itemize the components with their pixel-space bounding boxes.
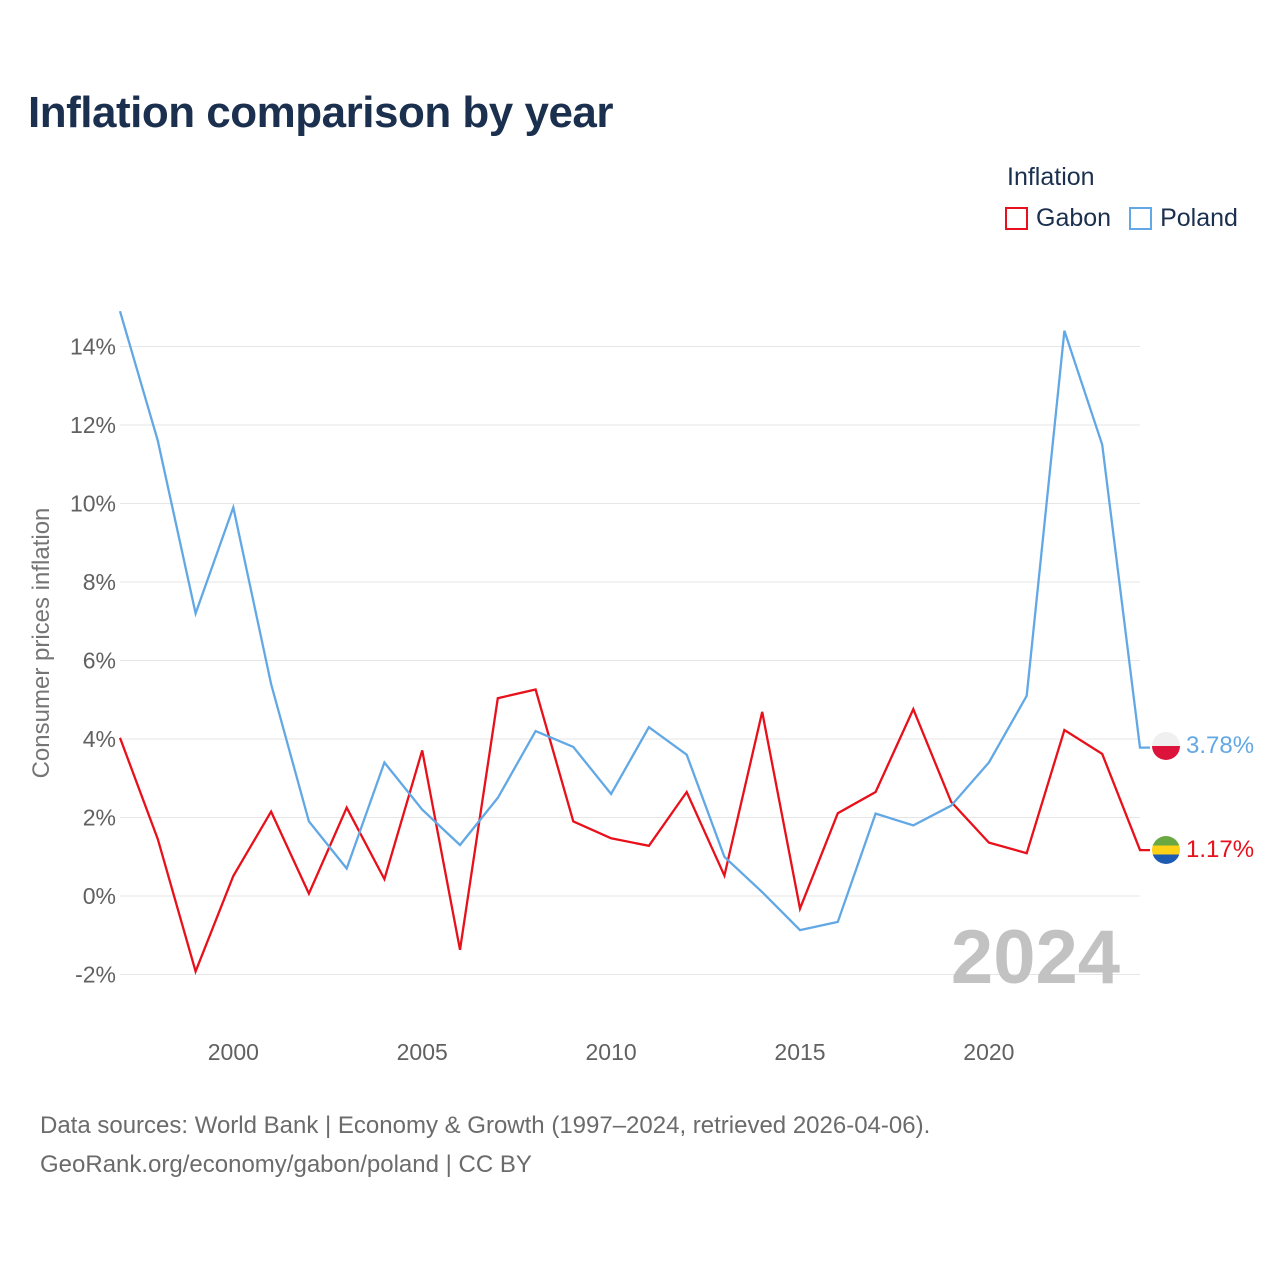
y-tick-label: 8% xyxy=(83,569,116,595)
legend-item-poland[interactable]: Poland xyxy=(1129,204,1238,233)
x-tick-label: 2005 xyxy=(397,1039,448,1065)
y-tick-label: 0% xyxy=(83,883,116,909)
y-tick-label: 12% xyxy=(70,412,116,438)
x-tick-label: 2015 xyxy=(774,1039,825,1065)
y-tick-label: -2% xyxy=(75,962,116,988)
gabon-flag-icon xyxy=(1152,836,1180,864)
y-tick-label: 14% xyxy=(70,334,116,360)
end-label-poland: 3.78% xyxy=(1186,732,1254,759)
y-tick-label: 4% xyxy=(83,726,116,752)
legend-label-poland: Poland xyxy=(1160,204,1238,232)
legend-swatch-poland xyxy=(1129,207,1153,230)
legend-item-gabon[interactable]: Gabon xyxy=(1005,204,1111,233)
series-line-gabon[interactable] xyxy=(118,688,1150,975)
y-tick-label: 2% xyxy=(83,805,116,831)
series-line-poland[interactable] xyxy=(118,310,1150,932)
series xyxy=(118,310,1150,975)
legend-title: Inflation xyxy=(1007,163,1095,191)
footer-credit[interactable]: GeoRank.org/economy/gabon/poland | CC BY xyxy=(40,1151,532,1178)
year-watermark: 2024 xyxy=(951,915,1120,1000)
y-tick-label: 10% xyxy=(70,491,116,517)
footer-sources: Data sources: World Bank | Economy & Gro… xyxy=(40,1112,931,1139)
x-tick-label: 2010 xyxy=(586,1039,637,1065)
poland-flag-icon xyxy=(1152,732,1180,760)
end-label-gabon: 1.17% xyxy=(1186,836,1254,863)
x-tick-label: 2000 xyxy=(208,1039,259,1065)
chart-title: Inflation comparison by year xyxy=(28,88,614,137)
legend-swatch-gabon xyxy=(1005,207,1028,230)
y-axis: -2% 0% 2% 4% 6% 8% 10% 12% 14% xyxy=(70,334,116,988)
x-tick-label: 2020 xyxy=(963,1039,1014,1065)
legend: Gabon Poland xyxy=(1005,204,1256,233)
footer: Data sources: World Bank | Economy & Gro… xyxy=(40,1106,930,1184)
y-tick-label: 6% xyxy=(83,648,116,674)
grid xyxy=(120,346,1140,975)
legend-label-gabon: Gabon xyxy=(1036,204,1112,232)
x-axis: 2000 2005 2010 2015 2020 xyxy=(208,1039,1015,1065)
